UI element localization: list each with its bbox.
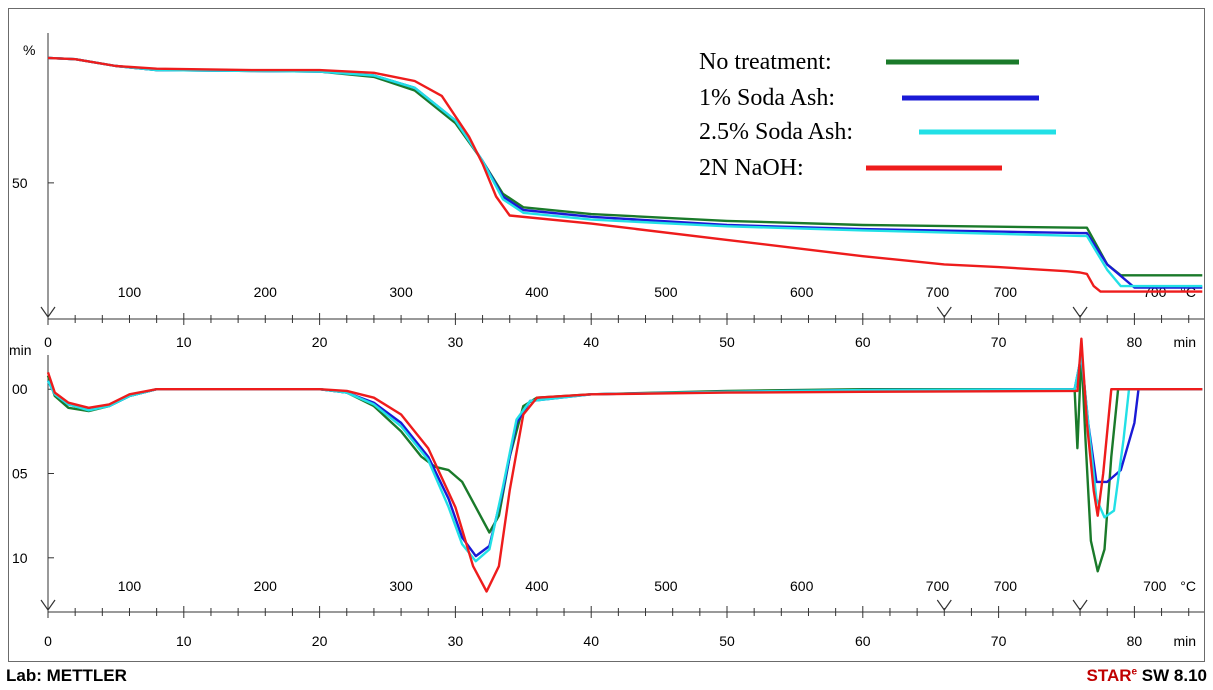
- series-line-2: [47, 56, 1203, 288]
- segment-marker: [40, 306, 56, 319]
- time-tick-label: 10: [176, 334, 192, 350]
- time-tick-label: 70: [991, 633, 1007, 649]
- y-axis-label: min: [9, 342, 32, 358]
- series-line-3: [46, 337, 1203, 593]
- time-tick-label: 70: [991, 334, 1007, 350]
- temp-tick-label: 300: [389, 284, 413, 300]
- time-unit-label: min: [1173, 633, 1196, 649]
- segment-marker: [1072, 599, 1088, 612]
- lab-label: Lab: METTLER: [6, 666, 127, 685]
- software-version: SW 8.10: [1137, 666, 1207, 685]
- temp-tick-label: 100: [118, 284, 142, 300]
- time-tick-label: 50: [719, 334, 735, 350]
- temp-tick-label: 600: [790, 284, 814, 300]
- y-tick-label: 10: [12, 550, 28, 566]
- time-unit-label: min: [1173, 334, 1196, 350]
- temp-tick-label: 400: [525, 578, 549, 594]
- temp-tick-label: 700: [994, 284, 1018, 300]
- series-line-0: [47, 56, 1203, 277]
- y-tick-label: 00: [12, 381, 28, 397]
- series-line-2: [46, 354, 1203, 563]
- time-tick-label: 80: [1127, 334, 1143, 350]
- time-tick-label: 0: [44, 334, 52, 350]
- temp-tick-label: 100: [118, 578, 142, 594]
- series-line-1: [46, 354, 1203, 558]
- time-tick-label: 40: [583, 633, 599, 649]
- y-tick-label: 50: [12, 175, 28, 191]
- time-tick-label: 0: [44, 633, 52, 649]
- time-tick-label: 50: [719, 633, 735, 649]
- time-tick-label: 30: [448, 633, 464, 649]
- legend-label: 2N NaOH:: [699, 155, 804, 181]
- temp-tick-label: 200: [254, 284, 278, 300]
- temp-unit-label: °C: [1180, 578, 1196, 594]
- temp-tick-label: 700: [926, 578, 950, 594]
- temp-tick-label: 600: [790, 578, 814, 594]
- time-tick-label: 40: [583, 334, 599, 350]
- time-tick-label: 60: [855, 633, 871, 649]
- time-tick-label: 30: [448, 334, 464, 350]
- temp-tick-label: 300: [389, 578, 413, 594]
- y-axis-label: %: [23, 42, 35, 58]
- brand-name: STARe: [1086, 666, 1138, 685]
- temp-tick-label: 200: [254, 578, 278, 594]
- time-tick-label: 80: [1127, 633, 1143, 649]
- y-tick-label: 05: [12, 466, 28, 482]
- series-line-1: [47, 56, 1203, 289]
- temp-tick-label: 400: [525, 284, 549, 300]
- brand-mark: e: [1131, 666, 1138, 678]
- legend: No treatment: 1% Soda Ash: 2.5% Soda Ash: 2…: [699, 49, 1056, 181]
- series-line-3: [47, 56, 1203, 293]
- time-tick-label: 20: [312, 633, 328, 649]
- temp-tick-label: 700: [1143, 578, 1167, 594]
- legend-label: 1% Soda Ash:: [699, 85, 835, 111]
- chart-frame: % 50 0 10 20 30 40 50 60 70 80 min 100 200 300 400 500 60…: [8, 8, 1205, 662]
- segment-marker: [1072, 306, 1088, 319]
- segment-marker: [936, 599, 952, 612]
- time-tick-label: 60: [855, 334, 871, 350]
- segment-marker: [40, 599, 56, 612]
- software-label: STARe SW 8.10: [1087, 666, 1208, 686]
- time-tick-label: 20: [312, 334, 328, 350]
- time-tick-label: 10: [176, 633, 192, 649]
- segment-marker: [936, 306, 952, 319]
- temp-tick-label: 500: [654, 284, 678, 300]
- series-line-0: [46, 350, 1203, 573]
- legend-label: No treatment:: [699, 49, 832, 75]
- temp-tick-label: 700: [926, 284, 950, 300]
- temp-tick-label: 500: [654, 578, 678, 594]
- legend-label: 2.5% Soda Ash:: [699, 119, 853, 145]
- temp-tick-label: 700: [994, 578, 1018, 594]
